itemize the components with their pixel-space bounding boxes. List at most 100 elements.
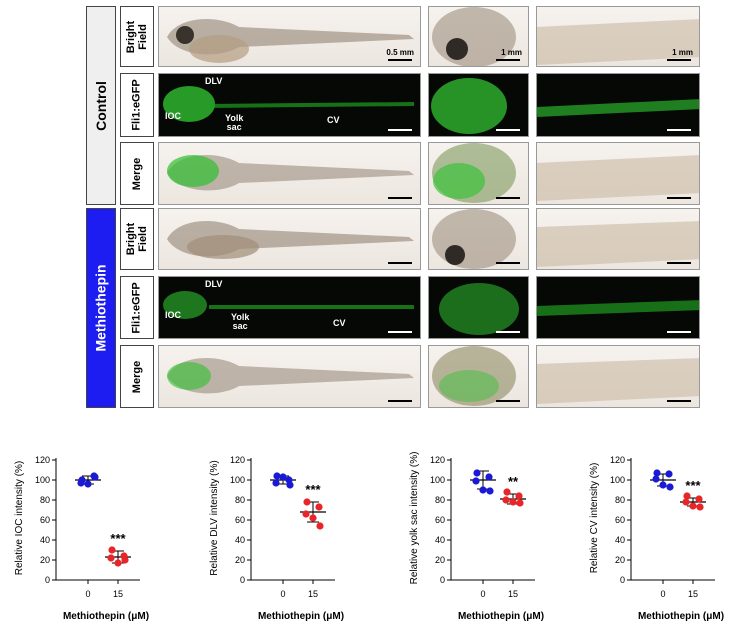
tail-merge-drawing: [537, 155, 699, 201]
data-point: [472, 477, 480, 485]
annotation-cv: CV: [327, 115, 340, 125]
row-label-text: Merge: [131, 157, 143, 190]
y-tick-label: 60: [615, 515, 625, 525]
micrograph-whole-merge: [158, 345, 421, 408]
y-tick-label: 80: [435, 495, 445, 505]
scale-bar: [667, 262, 691, 264]
data-point: [108, 546, 116, 554]
micrograph-head-brightfield: 1 mm: [428, 6, 529, 67]
data-point: [516, 499, 524, 507]
annotation-cv: CV: [333, 318, 346, 328]
chart-yolk-sac: 0 20 40 60 80 100 120 0 15 Methiothepin (μM) Relat…: [395, 440, 580, 635]
y-tick-label: 40: [435, 535, 445, 545]
y-axis-label: Relative DLV intensity (%): [209, 460, 220, 575]
significance-label: **: [508, 474, 519, 489]
data-point: [659, 481, 667, 489]
embryo-drawing: [167, 220, 414, 259]
data-point: [309, 514, 317, 522]
y-tick-label: 0: [240, 575, 245, 585]
x-axis-label: Methiothepin (μM): [63, 611, 149, 622]
x-axis-label: Methiothepin (μM): [458, 611, 544, 622]
data-point: [696, 503, 704, 511]
chart-svg: 0 20 40 60 80 100 120 0 15 Methiothepin (μM) Relat…: [209, 455, 344, 622]
data-point: [682, 498, 690, 506]
data-point: [665, 470, 673, 478]
head-merge-drawing: [432, 346, 516, 406]
micrograph-tail-fluorescence: [536, 73, 700, 137]
data-point: [114, 559, 122, 567]
embryo-fluorescence-drawing: [163, 86, 415, 122]
significance-label: ***: [110, 531, 126, 546]
micrograph-head-merge: [428, 345, 529, 408]
tail-fluorescence-drawing: [537, 300, 699, 316]
data-point: [302, 510, 310, 518]
scale-label: 1 mm: [672, 48, 693, 57]
y-axis-label: Relative yolk sac intensity (%): [409, 452, 420, 585]
x-tick-label: 15: [688, 589, 698, 599]
row-label-text: Fli1:eGFP: [131, 79, 143, 131]
x-tick-label: 0: [480, 589, 485, 599]
group-label-methiothepin: Methiothepin: [86, 208, 116, 408]
y-tick-label: 60: [435, 515, 445, 525]
data-point: [272, 479, 280, 487]
y-tick-label: 100: [430, 475, 445, 485]
annotation-dlv: DLV: [205, 76, 223, 86]
y-tick-label: 40: [615, 535, 625, 545]
scale-label: 1 mm: [501, 48, 522, 57]
data-point: [695, 495, 703, 503]
row-label-bright-field: Bright Field: [120, 6, 154, 67]
y-tick-label: 20: [40, 555, 50, 565]
y-tick-label: 20: [435, 555, 445, 565]
data-point: [502, 496, 510, 504]
data-point: [683, 492, 691, 500]
scale-bar: [496, 262, 520, 264]
micrograph-head-fluorescence: [428, 276, 529, 339]
scale-bar: [496, 400, 520, 402]
chart-dlv: 0 20 40 60 80 100 120 0 15 Methiothepin (μM) Relat…: [195, 440, 380, 635]
y-axis-label: Relative CV intensity (%): [589, 463, 600, 574]
group-label-control: Control: [86, 6, 116, 205]
scale-bar: [667, 129, 691, 131]
group-label-text: Methiothepin: [93, 264, 110, 352]
annotation-ioc: IOC: [165, 111, 182, 121]
y-tick-label: 120: [35, 455, 50, 465]
data-point: [315, 503, 323, 511]
x-tick-label: 0: [660, 589, 665, 599]
scale-label: 0.5 mm: [386, 48, 414, 57]
head-drawing: [432, 7, 516, 66]
micrograph-whole-fluorescence: DLV IOC Yolk sac CV: [158, 276, 421, 339]
scale-bar: [388, 400, 412, 402]
head-fluorescence-drawing: [439, 283, 519, 335]
head-merge-drawing: [432, 143, 516, 203]
y-axis-label: Relative IOC intensity (%): [14, 461, 25, 575]
data-point: [486, 487, 494, 495]
y-tick-label: 60: [40, 515, 50, 525]
micrograph-whole-fluorescence: DLV IOC Yolk sac CV: [158, 73, 421, 137]
data-point: [653, 469, 661, 477]
data-point: [509, 498, 517, 506]
data-point: [107, 554, 115, 562]
chart-svg: 0 20 40 60 80 100 120 0 15 Methiothepin (μM) Relat…: [589, 455, 724, 622]
micrograph-head-merge: [428, 142, 529, 205]
micrograph-whole-brightfield: 0.5 mm: [158, 6, 421, 67]
data-point: [666, 483, 674, 491]
data-point: [473, 469, 481, 477]
annotation-yolk-sac: Yolk sac: [231, 312, 250, 331]
embryo-merge-drawing: [167, 357, 414, 394]
data-point: [689, 502, 697, 510]
chart-svg: 0 20 40 60 80 100 120 0 15 Methiothepin (μM) Relat…: [14, 455, 149, 622]
chart-cv: 0 20 40 60 80 100 120 0 15 Methiothepin (μM) Relat…: [575, 440, 756, 635]
data-point: [273, 472, 281, 480]
y-tick-label: 80: [40, 495, 50, 505]
data-point: [303, 498, 311, 506]
head-drawing: [432, 209, 516, 269]
row-label-text: Merge: [131, 360, 143, 393]
row-label-text: Bright Field: [125, 20, 150, 53]
annotation-ioc: IOC: [165, 310, 182, 320]
x-tick-label: 0: [85, 589, 90, 599]
scale-bar: [667, 331, 691, 333]
x-tick-label: 15: [308, 589, 318, 599]
data-point: [515, 492, 523, 500]
micrograph-tail-brightfield: 1 mm: [536, 6, 700, 67]
group-label-text: Control: [93, 80, 110, 131]
